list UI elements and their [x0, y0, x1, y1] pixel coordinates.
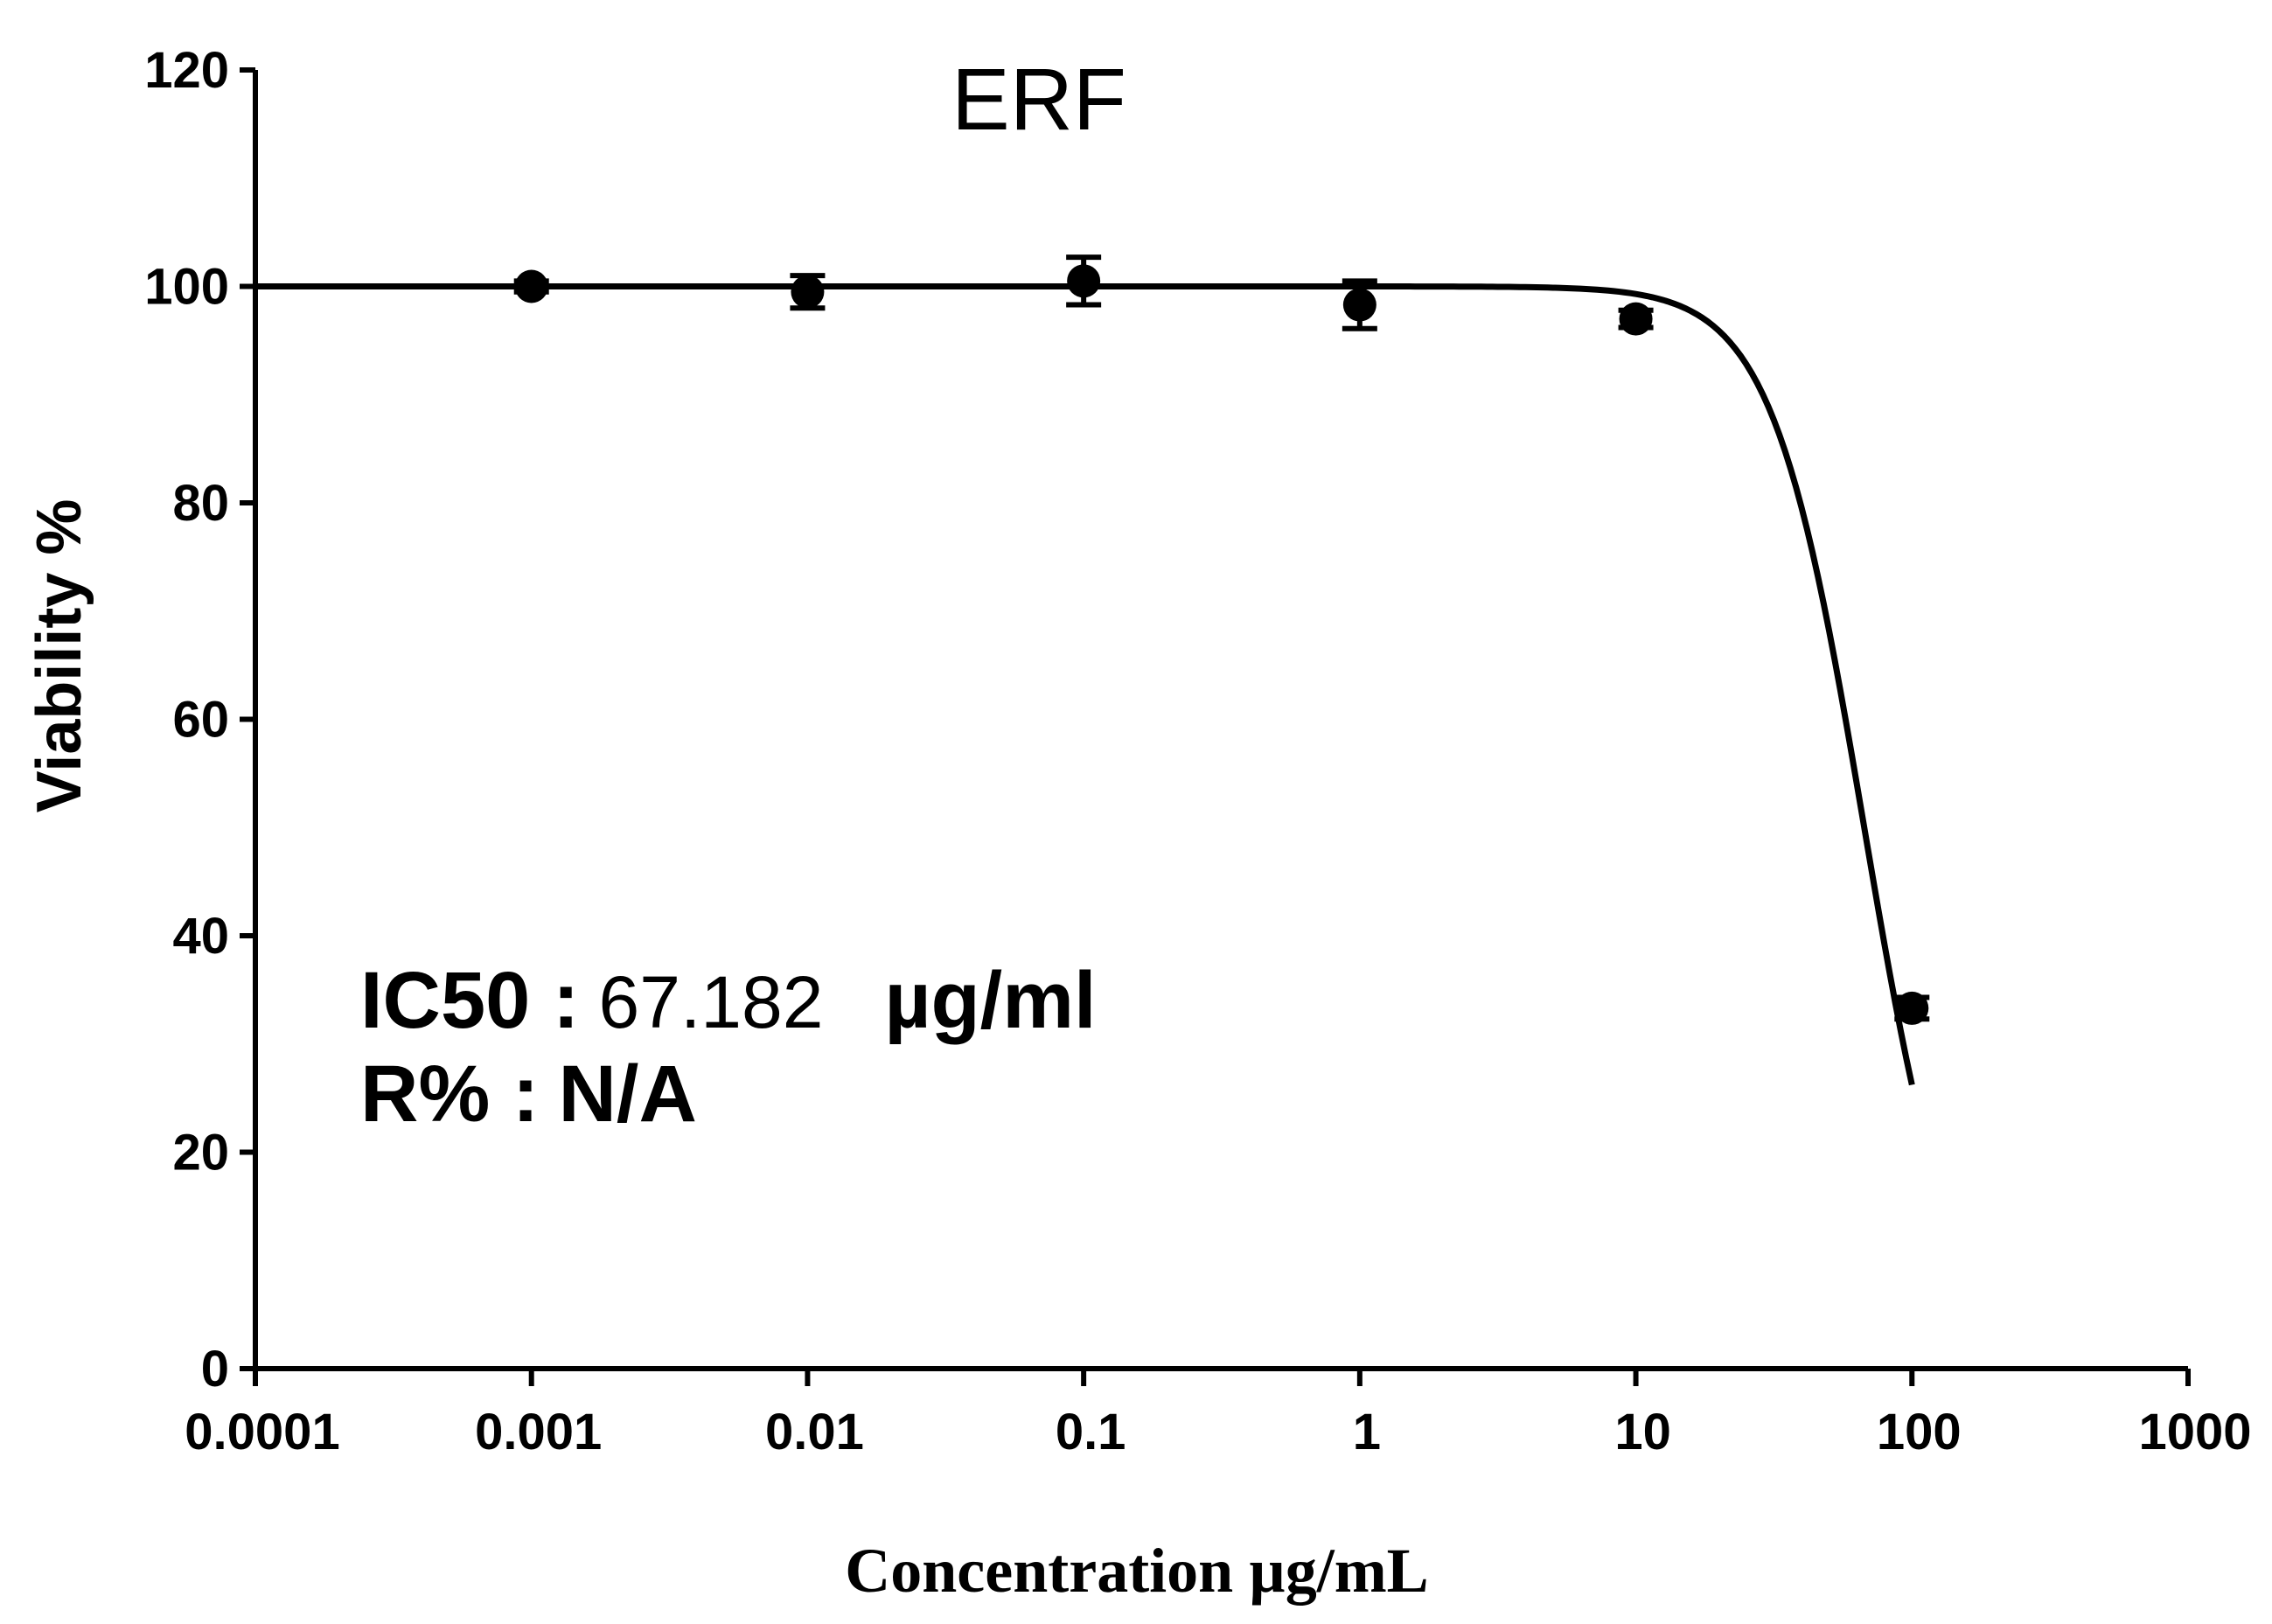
x-tick-label: 0.01	[765, 1404, 864, 1460]
y-tick-label: 20	[172, 1125, 229, 1181]
y-tick-label: 100	[144, 259, 229, 316]
y-axis-label: Viability %	[24, 499, 94, 813]
ic50-annotation: IC50 :67.182 µg/ml	[360, 956, 1097, 1045]
y-tick-label: 0	[201, 1341, 229, 1397]
r-annotation: R% : N/A	[360, 1049, 697, 1139]
r-value: N/A	[558, 1049, 696, 1139]
ic50-label: IC50 :	[360, 956, 580, 1045]
data-points-group	[513, 254, 1930, 1025]
x-tick-label: 1	[1353, 1404, 1381, 1460]
x-tick-label: 1000	[2138, 1404, 2251, 1460]
axis-ticks: 0 20 40 60 80 100 120 0.0001 0.001 0.01 0.1 1 10 100 1…	[144, 42, 2251, 1460]
x-axis-label: Concentration µg/mL	[845, 1536, 1428, 1606]
chart-title: ERF	[951, 51, 1126, 149]
axes	[253, 70, 2188, 1371]
y-tick-label: 80	[172, 475, 229, 532]
r-label: R% :	[360, 1049, 539, 1139]
data-point	[1895, 991, 1929, 1025]
y-tick-label: 120	[144, 42, 229, 99]
x-tick-label: 0.001	[475, 1404, 602, 1460]
y-tick-label: 60	[172, 692, 229, 749]
data-point	[791, 275, 825, 309]
data-point	[1067, 264, 1101, 298]
x-tick-label: 0.1	[1056, 1404, 1126, 1460]
y-tick-label: 40	[172, 908, 229, 965]
data-point	[1342, 288, 1376, 322]
data-point	[1619, 302, 1653, 336]
x-tick-label: 10	[1614, 1404, 1671, 1460]
x-tick-label: 0.0001	[185, 1404, 339, 1460]
data-point	[514, 269, 548, 303]
ic50-value: 67.182	[599, 961, 824, 1043]
x-tick-label: 100	[1877, 1404, 1962, 1460]
ic50-unit: µg/ml	[884, 956, 1096, 1045]
